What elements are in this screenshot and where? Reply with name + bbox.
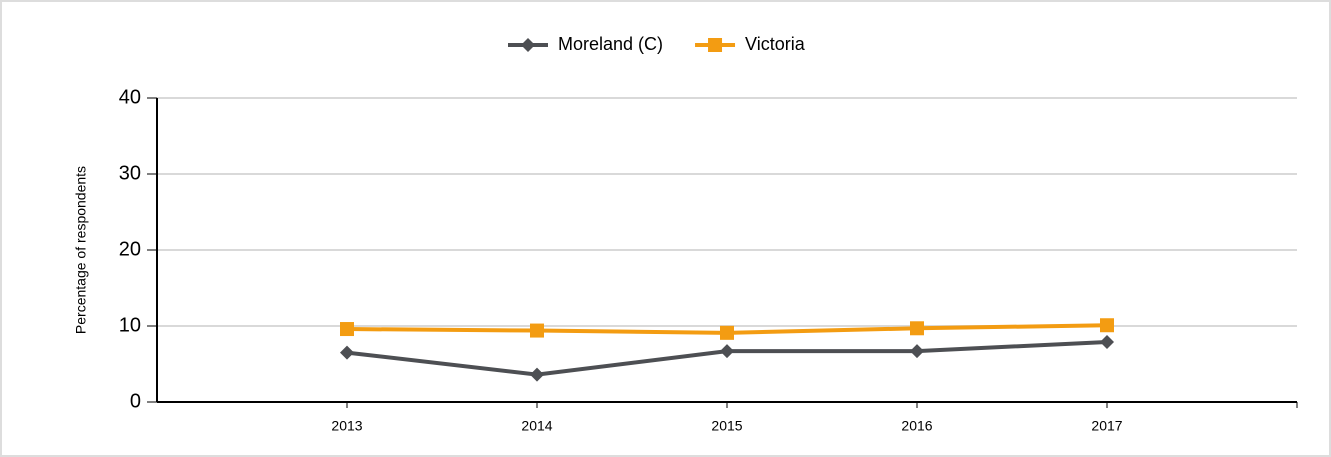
y-tick-label: 0 — [130, 390, 141, 412]
y-tick-label: 30 — [119, 162, 141, 184]
point — [910, 321, 924, 336]
point — [530, 323, 544, 338]
legend-marker — [521, 38, 535, 52]
point — [1100, 318, 1114, 333]
point — [530, 367, 544, 382]
x-tick-label: 2016 — [901, 418, 932, 434]
point — [910, 344, 924, 359]
point — [720, 344, 734, 359]
point — [340, 345, 354, 360]
point — [720, 325, 734, 340]
y-tick-label: 40 — [119, 86, 141, 108]
x-tick-label: 2015 — [711, 418, 742, 434]
y-tick-label: 10 — [119, 314, 141, 336]
x-tick-label: 2013 — [331, 418, 362, 434]
legend-marker — [708, 38, 723, 52]
legend-label: Moreland (C) — [558, 34, 663, 54]
y-axis-label: Percentage of respondents — [73, 166, 89, 334]
point — [1100, 334, 1114, 349]
point — [340, 322, 354, 337]
x-tick-label: 2017 — [1091, 418, 1122, 434]
y-tick-label: 20 — [119, 238, 141, 260]
legend-label: Victoria — [745, 34, 806, 54]
x-tick-label: 2014 — [521, 418, 552, 434]
